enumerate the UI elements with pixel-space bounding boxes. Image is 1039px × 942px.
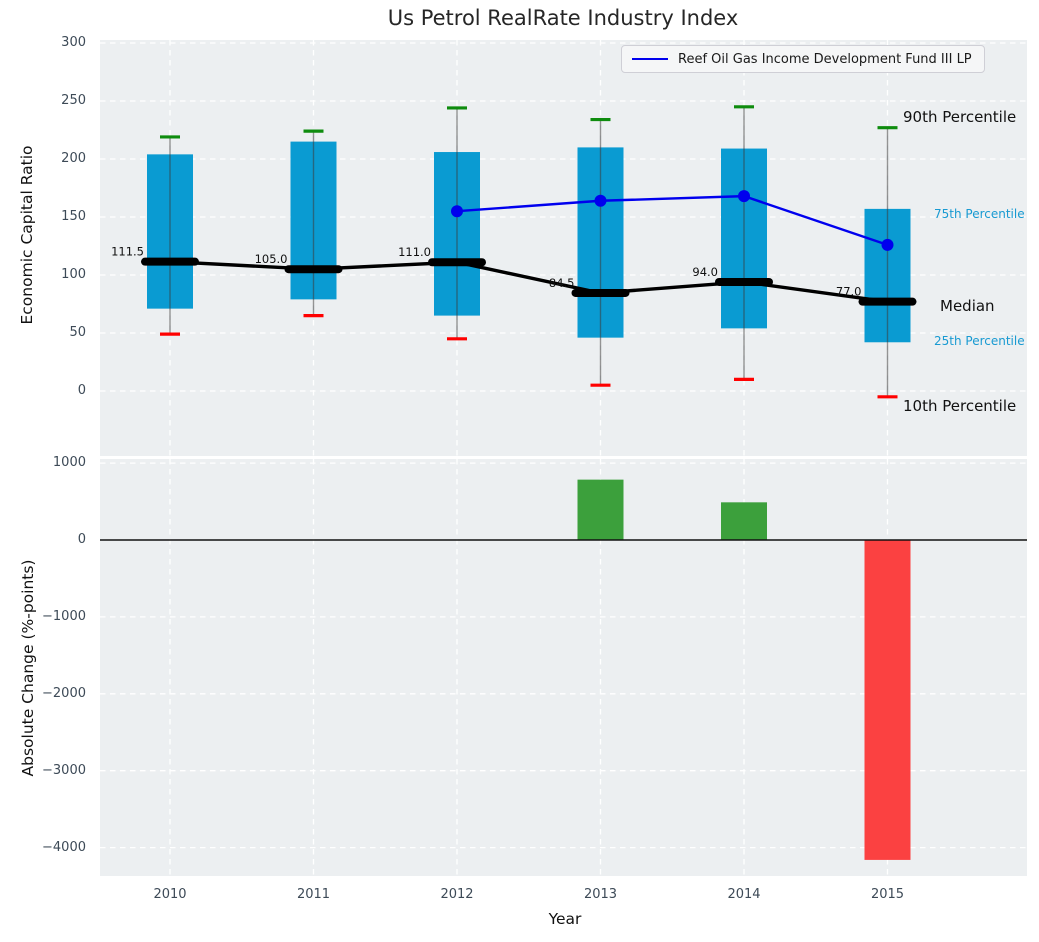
chart-title: Us Petrol RealRate Industry Index — [388, 6, 739, 30]
top-chart-canvas: 111.5 105.0 111.0 84.5 94.0 77.0 — [100, 40, 1027, 456]
annotation-median: Median — [940, 297, 995, 315]
top-y-tick-label: 50 — [26, 325, 86, 340]
bottom-chart-canvas — [100, 459, 1027, 876]
x-tick-label: 2015 — [871, 887, 904, 902]
fund-marker — [738, 190, 750, 202]
annotation-10th-percentile: 10th Percentile — [903, 397, 1016, 415]
bar-2013 — [578, 480, 624, 540]
fund-marker — [882, 239, 894, 251]
median-value-label: 94.0 — [692, 265, 718, 279]
x-axis-label: Year — [549, 910, 582, 928]
legend-label: Reef Oil Gas Income Development Fund III… — [678, 52, 972, 67]
bottom-y-axis-label: Absolute Change (%-points) — [19, 560, 37, 777]
top-y-tick-label: 100 — [26, 267, 86, 282]
median-value-label: 84.5 — [549, 276, 575, 290]
bottom-y-tick-label: 1000 — [26, 455, 86, 470]
top-y-tick-label: 300 — [26, 35, 86, 50]
bottom-y-tick-label: −2000 — [26, 686, 86, 701]
bottom-y-tick-label: −3000 — [26, 763, 86, 778]
top-y-tick-label: 250 — [26, 93, 86, 108]
bottom-y-tick-label: 0 — [26, 532, 86, 547]
top-y-tick-label: 200 — [26, 151, 86, 166]
fund-line — [457, 196, 888, 245]
top-y-axis-label: Economic Capital Ratio — [18, 145, 36, 324]
bar-2015 — [865, 540, 911, 860]
x-tick-label: 2014 — [727, 887, 760, 902]
bottom-y-tick-label: −4000 — [26, 840, 86, 855]
fund-marker — [595, 195, 607, 207]
top-y-tick-label: 0 — [26, 383, 86, 398]
median-value-label: 105.0 — [255, 252, 288, 266]
x-tick-label: 2012 — [440, 887, 473, 902]
bottom-y-tick-label: −1000 — [26, 609, 86, 624]
legend-line-sample — [632, 58, 668, 60]
top-y-tick-label: 150 — [26, 209, 86, 224]
x-tick-label: 2013 — [584, 887, 617, 902]
figure: Us Petrol RealRate Industry Index Econom… — [0, 0, 1039, 942]
median-value-label: 77.0 — [836, 285, 862, 299]
bar-2014 — [721, 502, 767, 540]
bottom-axes — [100, 459, 1027, 876]
legend: Reef Oil Gas Income Development Fund III… — [621, 45, 985, 73]
median-value-label: 111.0 — [398, 245, 431, 259]
median-value-label: 111.5 — [111, 245, 144, 259]
annotation-75th-percentile: 75th Percentile — [934, 207, 1025, 221]
annotation-25th-percentile: 25th Percentile — [934, 334, 1025, 348]
x-tick-label: 2011 — [297, 887, 330, 902]
top-axes: 111.5 105.0 111.0 84.5 94.0 77.0 — [100, 40, 1027, 456]
median-line — [170, 262, 888, 302]
fund-marker — [451, 205, 463, 217]
annotation-90th-percentile: 90th Percentile — [903, 108, 1016, 126]
x-tick-label: 2010 — [153, 887, 186, 902]
